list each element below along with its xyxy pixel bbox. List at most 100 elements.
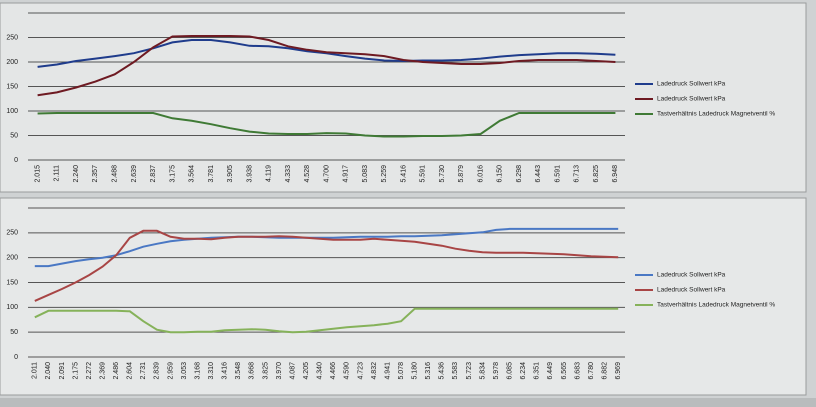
legend-label: Ladedruck Sollwert kPa: [657, 81, 726, 88]
x-tick-label: 6.683: [574, 362, 581, 380]
x-tick-label: 3.416: [222, 362, 229, 380]
x-tick-label: 2.357: [92, 165, 99, 183]
y-tick-label: 100: [6, 108, 18, 115]
x-tick-label: 3.938: [246, 165, 253, 183]
series-line: [37, 112, 616, 138]
y-tick-label: 100: [6, 304, 18, 311]
x-tick-label: 5.834: [479, 362, 486, 380]
x-tick-label: 2.488: [112, 165, 119, 183]
legend-label: Ladedruck Sollwert kPa: [657, 96, 726, 103]
x-tick-label: 5.416: [400, 165, 407, 183]
y-tick-label: 250: [6, 34, 18, 41]
y-tick-label: 0: [14, 157, 18, 164]
x-tick-label: 5.723: [466, 362, 473, 380]
x-tick-label: 4.917: [343, 165, 350, 183]
x-tick-label: 4.700: [323, 165, 330, 183]
x-tick-label: 2.369: [99, 362, 106, 380]
legend-label: Tastverhältnis Ladedruck Magnetventil %: [657, 111, 775, 118]
x-tick-label: 6.565: [561, 362, 568, 380]
x-tick-label: 4.941: [384, 362, 391, 380]
chart-panel: [0, 197, 807, 396]
x-tick-label: 6.969: [615, 362, 622, 380]
x-tick-label: 2.959: [167, 362, 174, 380]
series-line: [34, 227, 619, 268]
y-tick-label: 0: [14, 354, 18, 361]
sheet-tabs: [0, 398, 816, 407]
x-tick-label: 2.040: [45, 362, 52, 380]
x-tick-label: 2.175: [72, 362, 79, 380]
x-tick-label: 6.780: [588, 362, 595, 380]
x-tick-label: 6.234: [520, 362, 527, 380]
x-tick-label: 6.150: [497, 165, 504, 183]
x-tick-label: 3.564: [189, 165, 196, 183]
x-tick-label: 2.091: [59, 362, 66, 380]
series-line: [37, 35, 616, 97]
x-tick-label: 3.781: [208, 165, 215, 183]
x-tick-label: 3.668: [249, 362, 256, 380]
x-tick-label: 6.882: [601, 362, 608, 380]
x-tick-label: 2.486: [113, 362, 120, 380]
x-tick-label: 6.449: [547, 362, 554, 380]
x-tick-label: 3.168: [194, 362, 201, 380]
x-tick-label: 2.111: [54, 165, 61, 182]
x-tick-label: 4.333: [285, 165, 292, 183]
x-tick-label: 6.948: [612, 165, 619, 183]
y-tick-label: 50: [10, 329, 18, 336]
x-tick-label: 5.730: [439, 165, 446, 183]
y-tick-label: 50: [10, 132, 18, 139]
x-tick-label: 5.078: [398, 362, 405, 380]
x-tick-label: 5.978: [493, 362, 500, 380]
x-tick-label: 6.591: [554, 165, 561, 183]
x-tick-label: 6.351: [534, 362, 541, 380]
series-line: [34, 307, 619, 334]
x-tick-label: 2.011: [32, 362, 39, 379]
x-tick-label: 4.205: [303, 362, 310, 380]
x-tick-label: 3.053: [181, 362, 188, 380]
y-tick-label: 250: [6, 230, 18, 237]
y-tick-label: 200: [6, 59, 18, 66]
x-tick-label: 3.548: [235, 362, 242, 380]
x-tick-label: 3.905: [227, 165, 234, 183]
x-tick-label: 2.015: [34, 165, 41, 183]
x-tick-label: 3.310: [208, 362, 215, 380]
x-tick-label: 3.970: [276, 362, 283, 380]
x-tick-label: 6.298: [516, 165, 523, 183]
x-tick-label: 6.825: [593, 165, 600, 183]
x-tick-label: 6.443: [535, 165, 542, 183]
x-tick-label: 6.085: [507, 362, 514, 380]
y-tick-label: 200: [6, 255, 18, 262]
x-tick-label: 4.832: [371, 362, 378, 380]
legend: Ladedruck Sollwert kPa Ladedruck Sollwert…: [635, 81, 775, 118]
y-tick-label: 150: [6, 83, 18, 90]
x-tick-label: 5.591: [420, 165, 427, 183]
x-tick-label: 5.436: [439, 362, 446, 380]
x-tick-label: 3.175: [169, 165, 176, 183]
x-tick-label: 6.016: [477, 165, 484, 183]
x-tick-label: 4.466: [330, 362, 337, 380]
x-tick-label: 2.731: [140, 362, 147, 380]
x-tick-label: 2.837: [150, 165, 157, 183]
x-tick-label: 4.119: [266, 165, 273, 182]
legend-label: Ladedruck Sollwert kPa: [657, 287, 726, 294]
x-tick-label: 2.604: [127, 362, 134, 380]
x-tick-label: 4.087: [289, 362, 296, 380]
x-tick-label: 5.583: [452, 362, 459, 380]
x-tick-label: 6.713: [574, 165, 581, 183]
legend: Ladedruck Sollwert kPa Ladedruck Sollwert…: [635, 272, 775, 309]
y-tick-label: 150: [6, 279, 18, 286]
x-tick-label: 4.340: [317, 362, 324, 380]
x-tick-label: 3.825: [262, 362, 269, 380]
x-tick-label: 5.259: [381, 165, 388, 183]
x-tick-label: 2.272: [86, 362, 93, 380]
legend-label: Tastverhältnis Ladedruck Magnetventil %: [657, 302, 775, 309]
x-tick-label: 4.590: [344, 362, 351, 380]
x-tick-label: 2.839: [154, 362, 161, 380]
x-tick-label: 4.528: [304, 165, 311, 183]
x-tick-label: 5.180: [412, 362, 419, 380]
x-tick-label: 5.879: [458, 165, 465, 183]
legend-label: Ladedruck Sollwert kPa: [657, 272, 726, 279]
x-tick-label: 4.723: [357, 362, 364, 380]
x-tick-label: 2.240: [73, 165, 80, 183]
